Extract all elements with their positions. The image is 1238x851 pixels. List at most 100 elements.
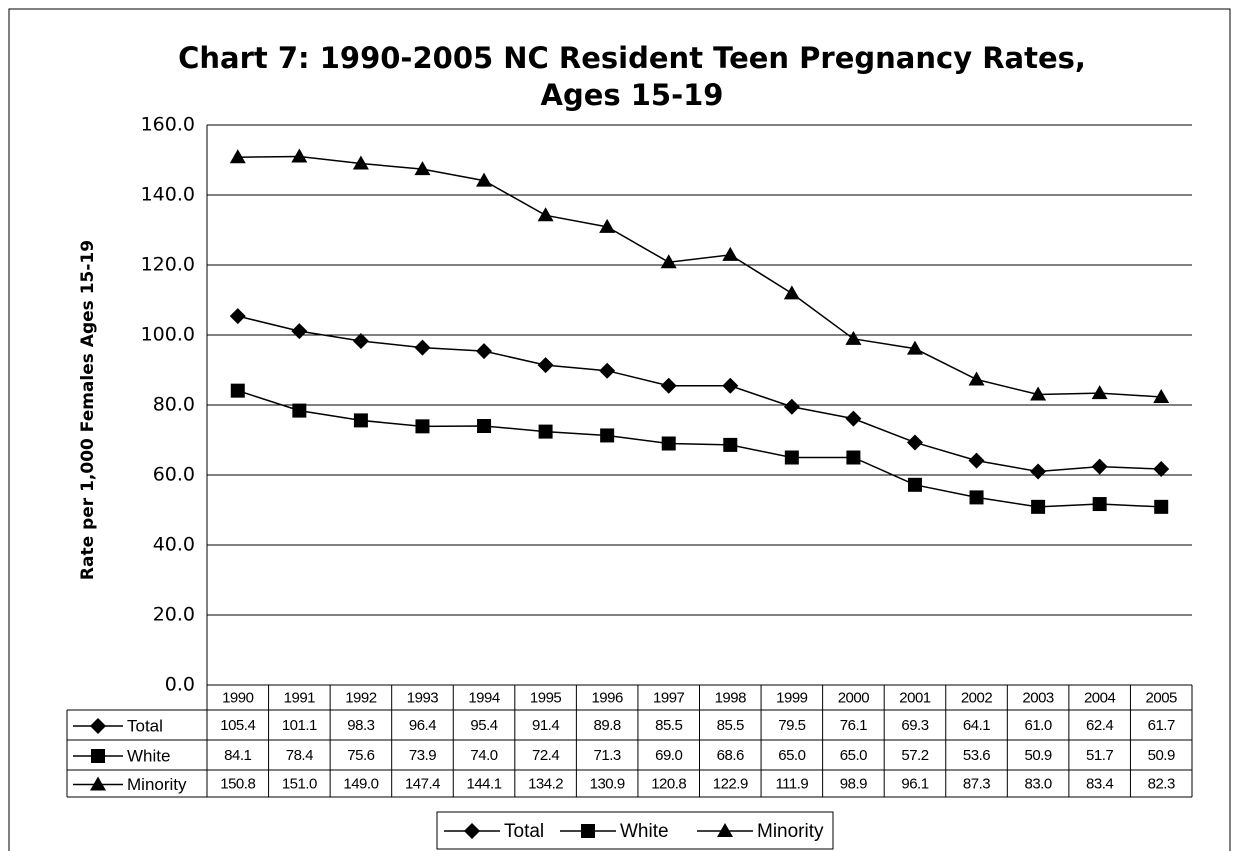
data-point <box>661 436 676 451</box>
y-tick-label: 100.0 <box>141 324 195 346</box>
y-tick-label: 140.0 <box>141 184 195 206</box>
legend-marker <box>581 824 595 838</box>
data-point <box>537 357 554 374</box>
table-value: 74.0 <box>470 747 497 764</box>
data-point <box>599 218 616 233</box>
table-value: 85.5 <box>717 717 744 734</box>
y-tick-label: 160.0 <box>141 114 195 136</box>
table-value: 101.1 <box>282 717 317 734</box>
x-tick-label: 1994 <box>468 689 500 706</box>
x-tick-label: 1993 <box>407 689 439 706</box>
x-tick-label: 1997 <box>653 689 685 706</box>
table-value: 65.0 <box>778 747 805 764</box>
table-value: 64.1 <box>963 717 990 734</box>
data-point <box>1091 385 1108 400</box>
data-point <box>1031 499 1046 514</box>
data-point <box>291 148 308 163</box>
table-value: 73.9 <box>409 747 436 764</box>
data-point <box>414 161 431 176</box>
table-value: 75.6 <box>347 747 374 764</box>
data-point <box>476 343 493 360</box>
data-point <box>600 428 615 443</box>
x-tick-label: 1996 <box>591 689 623 706</box>
table-value: 89.8 <box>594 717 621 734</box>
data-point <box>230 383 245 398</box>
table-value: 69.0 <box>655 747 682 764</box>
data-point <box>784 450 799 465</box>
data-point <box>845 330 862 345</box>
table-row-name: Total <box>127 716 163 735</box>
legend-label: Total <box>504 821 544 842</box>
table-value: 98.3 <box>347 717 374 734</box>
y-tick-label: 120.0 <box>141 254 195 276</box>
data-point <box>1154 499 1169 514</box>
x-tick-label: 2003 <box>1022 689 1054 706</box>
table-value: 57.2 <box>901 747 928 764</box>
chart-title: Chart 7: 1990-2005 NC Resident Teen Preg… <box>178 41 1086 75</box>
data-point <box>660 254 677 269</box>
table-value: 87.3 <box>963 775 990 792</box>
table-value: 62.4 <box>1086 717 1113 734</box>
legend-marker <box>90 776 106 791</box>
data-point <box>414 339 431 356</box>
table-value: 91.4 <box>532 717 559 734</box>
data-point <box>352 155 369 170</box>
table-value: 98.9 <box>840 775 867 792</box>
table-value: 61.0 <box>1024 717 1051 734</box>
table-value: 149.0 <box>343 775 378 792</box>
x-tick-label: 1995 <box>530 689 562 706</box>
x-tick-label: 2002 <box>961 689 993 706</box>
series-line <box>237 155 1162 398</box>
data-point <box>1092 497 1107 512</box>
y-tick-label: 20.0 <box>153 604 195 626</box>
data-point <box>415 419 430 434</box>
legend-box <box>436 811 834 850</box>
data-point <box>1153 461 1170 478</box>
table-value: 122.9 <box>713 775 748 792</box>
x-tick-label: 1992 <box>345 689 377 706</box>
table-value: 83.0 <box>1024 775 1051 792</box>
table-row-name: Minority <box>127 775 187 794</box>
y-tick-label: 80.0 <box>153 394 195 416</box>
x-tick-label: 1990 <box>222 689 254 706</box>
table-value: 72.4 <box>532 747 559 764</box>
data-point <box>353 413 368 428</box>
table-value: 61.7 <box>1148 717 1175 734</box>
data-point <box>907 477 922 492</box>
data-point <box>722 246 739 261</box>
x-tick-label: 1999 <box>776 689 808 706</box>
legend-label: White <box>620 821 669 842</box>
x-tick-label: 1998 <box>715 689 747 706</box>
table-value: 150.8 <box>220 775 255 792</box>
legend-label: Minority <box>757 821 824 842</box>
table-value: 68.6 <box>717 747 744 764</box>
data-point <box>846 450 861 465</box>
table-value: 50.9 <box>1148 747 1175 764</box>
table-value: 96.4 <box>409 717 436 734</box>
legend-marker <box>464 823 480 839</box>
table-value: 151.0 <box>282 775 317 792</box>
table-value: 53.6 <box>963 747 990 764</box>
data-point <box>906 434 923 451</box>
data-point <box>477 419 492 433</box>
table-value: 50.9 <box>1024 747 1051 764</box>
data-point <box>537 207 554 222</box>
chart-subtitle: Ages 15-19 <box>541 78 724 112</box>
data-point <box>1030 463 1047 480</box>
table-value: 105.4 <box>220 717 255 734</box>
data-point <box>476 172 493 187</box>
table-value: 85.5 <box>655 717 682 734</box>
series-line <box>237 389 1162 508</box>
x-tick-label: 2005 <box>1146 689 1178 706</box>
y-tick-label: 40.0 <box>153 534 195 556</box>
data-point <box>660 377 677 394</box>
table-value: 95.4 <box>470 717 497 734</box>
data-point <box>906 340 923 355</box>
data-point <box>723 437 738 452</box>
data-point <box>783 398 800 415</box>
y-tick-label: 0.0 <box>165 674 195 696</box>
data-point <box>352 332 369 349</box>
data-point <box>291 323 308 340</box>
legend-marker <box>90 718 106 734</box>
